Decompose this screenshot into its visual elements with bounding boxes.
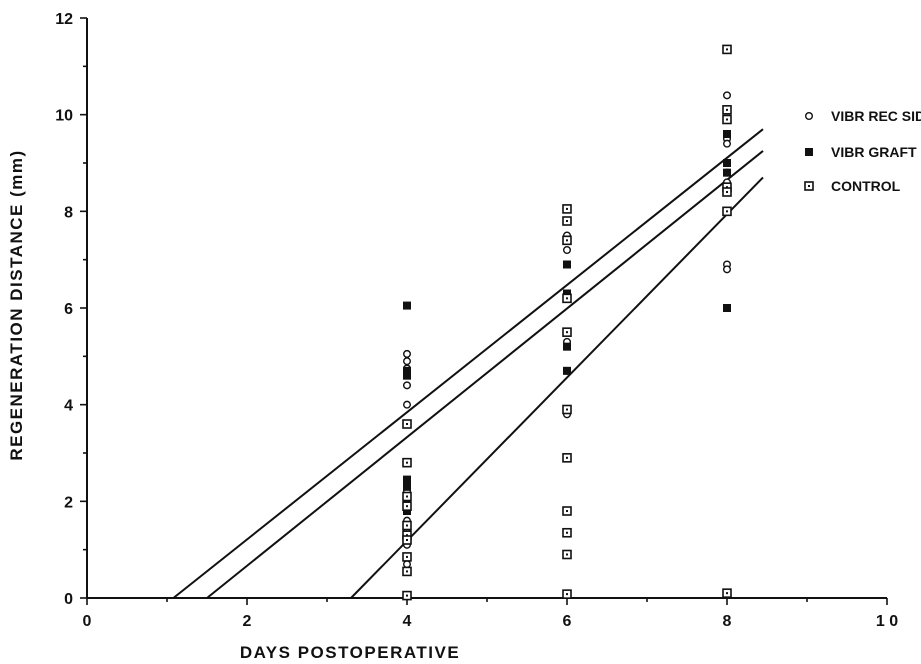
y-tick-label: 0 [64,591,73,608]
data-point [563,245,572,254]
x-tick-label: 2 [243,613,252,630]
legend-marker [805,111,814,120]
data-point [403,497,411,506]
regression-line [350,176,764,599]
data-point [403,560,412,569]
data-point [723,168,731,177]
data-point [402,457,412,468]
data-point [403,357,412,366]
data-point [402,552,412,562]
data-point [403,482,411,491]
x-tick-label: 6 [563,613,572,630]
legend-label: CONTROL [831,178,901,194]
data-point [562,235,572,246]
data-point [562,404,572,415]
data-point [563,260,571,269]
data-point [562,204,572,214]
data-point [723,304,731,312]
y-axis-label: REGENERATION DISTANCE (mm) [7,149,26,460]
data-point [563,289,571,298]
legend-label: VIBR GRAFT [831,144,917,160]
data-point [563,342,571,351]
data-point [723,130,731,138]
data-point [402,520,412,531]
legend-marker [805,148,813,156]
data-point [722,206,732,217]
data-point [403,301,411,310]
x-tick-label: 8 [723,613,732,630]
data-point [402,419,412,429]
data-point [562,549,572,560]
data-point [722,588,732,598]
data-point [402,535,412,545]
x-tick-label: 1 0 [876,613,898,630]
x-tick-label: 4 [403,613,412,630]
x-tick-label: 0 [83,613,92,630]
data-point [402,501,412,511]
regression-line [172,128,764,599]
data-point [403,475,411,484]
data-point [722,114,732,125]
regression-lines [172,128,764,599]
data-point [562,327,572,337]
data-point [562,293,572,304]
data-point [403,400,412,409]
data-point [722,187,732,197]
data-points [402,44,732,601]
x-axis-label: DAYS POSTOPERATIVE [240,643,460,662]
data-point [562,589,572,599]
legend: VIBR REC SIDE VIBR GRAFT CONTROL [804,108,921,194]
legend-label: VIBR REC SIDE [831,108,921,124]
data-point [402,491,412,502]
data-point [723,265,732,274]
y-tick-label: 12 [55,11,73,28]
data-point [723,159,731,167]
y-tick-label: 10 [55,108,73,125]
data-point [402,590,412,601]
data-point [562,527,572,538]
y-tick-label: 2 [64,494,73,511]
y-tick-label: 6 [64,301,73,318]
data-point [562,216,572,226]
data-point [402,566,412,577]
data-point [403,371,411,380]
data-point [403,381,412,390]
data-point [403,507,411,515]
regression-line [206,150,764,599]
data-point [562,506,572,516]
y-tick-label: 8 [64,204,73,221]
data-point [723,91,732,100]
data-point [563,366,571,375]
data-point [403,349,412,358]
y-tick-label: 4 [64,398,73,415]
data-point [722,105,732,115]
data-point [403,366,411,375]
legend-marker [804,181,814,191]
data-point [723,139,732,148]
data-point [722,44,732,55]
data-point [562,453,572,463]
